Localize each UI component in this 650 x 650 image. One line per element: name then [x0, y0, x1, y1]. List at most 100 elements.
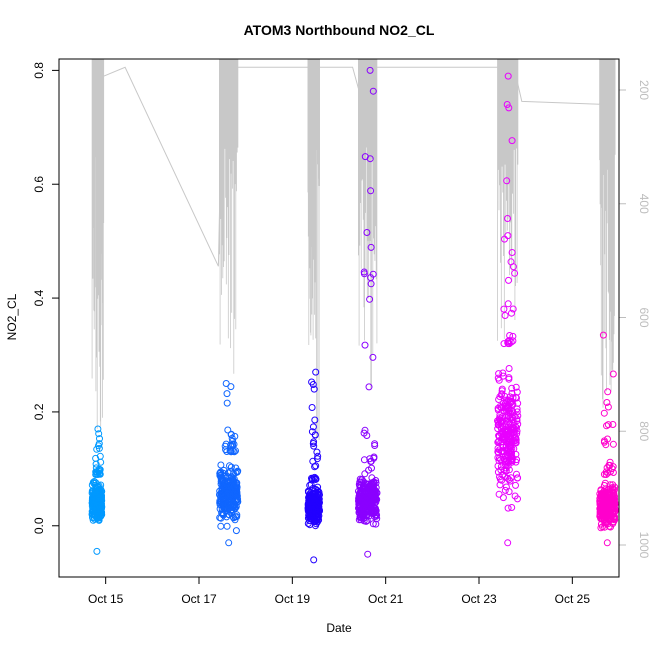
data-point	[505, 466, 513, 474]
data-point	[508, 249, 516, 256]
data-point	[223, 390, 231, 398]
data-point	[494, 417, 501, 425]
data-point	[499, 471, 507, 478]
secondary-series-spikes	[599, 59, 616, 408]
y-tick-label: 0.4	[32, 289, 46, 306]
data-point	[311, 507, 318, 515]
data-point	[600, 409, 608, 417]
data-point	[95, 430, 103, 438]
data-point	[310, 556, 318, 564]
data-point	[505, 337, 513, 344]
data-point	[355, 503, 363, 511]
data-point	[227, 383, 235, 391]
data-point	[502, 467, 510, 475]
data-point	[365, 494, 373, 502]
data-point	[229, 493, 237, 501]
data-point	[223, 399, 231, 407]
data-point	[217, 522, 225, 530]
data-point	[310, 385, 318, 393]
data-point	[216, 514, 224, 522]
axes-layer: Oct 15 Oct 17 Oct 19 Oct 21 Oct 23 Oct 25 0.0 0…	[32, 62, 650, 606]
data-point	[599, 523, 606, 531]
data-point	[502, 428, 510, 436]
data-point	[217, 491, 225, 499]
data-point	[508, 457, 516, 465]
data-point	[505, 365, 513, 372]
data-point	[93, 547, 101, 555]
data-point	[227, 463, 235, 471]
data-point	[229, 440, 236, 448]
x-tick-label: Oct 21	[368, 592, 404, 606]
data-point	[233, 485, 241, 493]
data-point	[371, 440, 379, 448]
data-point	[495, 370, 503, 378]
data-point	[499, 494, 507, 502]
y-tick-label: 0.0	[32, 517, 46, 534]
data-point	[96, 469, 104, 477]
data-point	[604, 388, 612, 396]
data-point	[95, 440, 103, 448]
secondary-series-spikes	[307, 59, 320, 440]
data-point	[229, 437, 237, 445]
data-point	[95, 497, 103, 505]
data-point	[313, 513, 321, 521]
data-point	[606, 461, 614, 469]
data-point	[506, 332, 514, 339]
data-point	[507, 474, 515, 482]
data-point	[233, 513, 241, 521]
data-point	[220, 466, 228, 474]
data-point	[310, 490, 318, 498]
data-point	[505, 340, 513, 348]
data-point	[607, 523, 614, 531]
data-point	[499, 369, 507, 377]
data-point	[609, 440, 617, 448]
data-point	[602, 499, 610, 507]
data-point	[361, 341, 369, 349]
data-point	[313, 503, 321, 511]
data-point	[95, 516, 103, 524]
data-point	[505, 413, 512, 421]
data-point	[498, 404, 505, 411]
data-point	[94, 425, 102, 433]
x-tick-label: Oct 15	[88, 592, 124, 606]
data-point	[312, 368, 320, 376]
data-point	[496, 393, 504, 401]
data-point	[608, 503, 615, 511]
data-point	[511, 269, 519, 277]
data-point	[511, 427, 519, 435]
y-tick-label: 0.6	[32, 176, 46, 193]
data-point	[97, 506, 105, 514]
chart-title: ATOM3 Northbound NO2_CL	[244, 22, 435, 38]
data-point	[227, 430, 235, 438]
data-point	[370, 495, 378, 503]
data-point	[366, 295, 374, 303]
scatter-points-layer	[88, 66, 619, 564]
x-axis-label: Date	[326, 621, 352, 635]
data-point	[369, 353, 377, 361]
data-point	[314, 487, 321, 494]
right-tick-label: 400	[637, 194, 650, 214]
data-point	[604, 421, 612, 429]
data-point	[88, 511, 96, 519]
data-point	[600, 438, 608, 446]
data-point	[313, 455, 321, 463]
data-point	[604, 403, 612, 411]
data-point	[226, 462, 233, 470]
data-point	[506, 442, 514, 450]
data-point	[512, 481, 519, 489]
data-point	[227, 448, 235, 456]
data-point	[90, 491, 98, 499]
data-point	[508, 389, 516, 397]
data-point	[229, 478, 237, 486]
data-point	[217, 461, 225, 469]
data-point	[308, 378, 316, 386]
data-point	[361, 470, 369, 478]
secondary-series-spikes	[358, 59, 378, 389]
data-point	[512, 458, 520, 466]
data-point	[498, 387, 506, 395]
data-point	[506, 435, 514, 443]
data-point	[500, 340, 508, 348]
data-point	[369, 270, 377, 278]
data-point	[495, 449, 502, 457]
data-point	[597, 524, 605, 532]
